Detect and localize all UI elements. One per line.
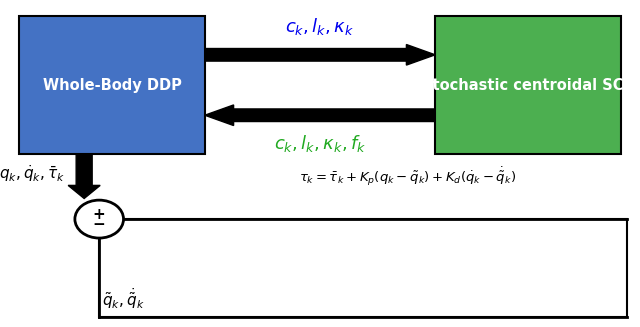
FancyBboxPatch shape	[99, 219, 627, 317]
Polygon shape	[68, 154, 100, 198]
Polygon shape	[205, 44, 435, 65]
Text: Whole-Body DDP: Whole-Body DDP	[43, 77, 181, 93]
FancyBboxPatch shape	[19, 16, 205, 154]
Text: $\tilde{q}_k, \dot{\tilde{q}}_k$: $\tilde{q}_k, \dot{\tilde{q}}_k$	[102, 286, 145, 311]
Text: $\mathit{q_k, \dot{q}_k, \bar{\tau}_k}$: $\mathit{q_k, \dot{q}_k, \bar{\tau}_k}$	[0, 164, 65, 184]
Text: −: −	[93, 217, 106, 232]
Ellipse shape	[75, 200, 124, 238]
Text: $\mathit{c_k, l_k, \kappa_k}$: $\mathit{c_k, l_k, \kappa_k}$	[285, 16, 355, 37]
Text: Stochastic centroidal SCP: Stochastic centroidal SCP	[422, 77, 634, 93]
Text: +: +	[93, 207, 106, 222]
FancyBboxPatch shape	[435, 16, 621, 154]
Text: $\tau_k = \bar{\tau}_k + K_p(q_k - \tilde{q}_k) + K_d(\dot{q}_k - \dot{\tilde{q}: $\tau_k = \bar{\tau}_k + K_p(q_k - \tild…	[299, 166, 516, 188]
Polygon shape	[205, 105, 435, 126]
Text: $\mathit{c_k, l_k, \kappa_k, f_k}$: $\mathit{c_k, l_k, \kappa_k, f_k}$	[274, 133, 366, 154]
